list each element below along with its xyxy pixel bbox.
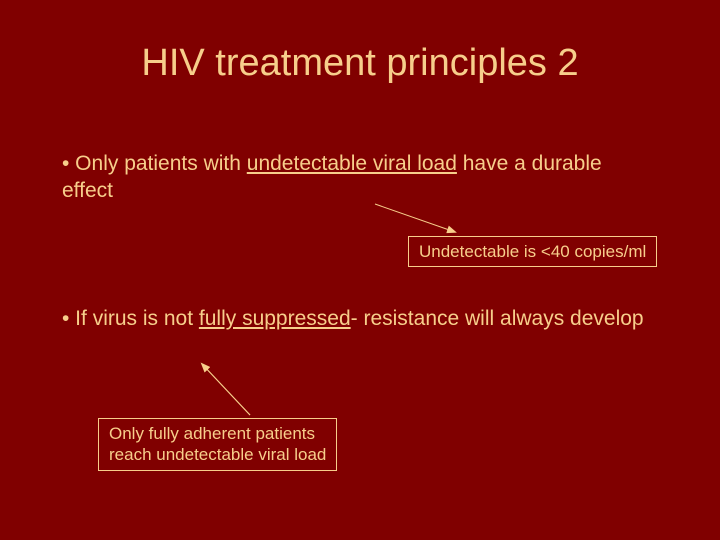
callout2-line2: reach undetectable viral load	[109, 445, 326, 464]
arrow-to-callout1	[375, 204, 455, 232]
bullet2-prefix: • If virus is not	[62, 307, 199, 330]
slide-title: HIV treatment principles 2	[0, 42, 720, 85]
bullet1-underlined: undetectable viral load	[247, 152, 457, 175]
callout-adherent: Only fully adherent patients reach undet…	[98, 418, 337, 471]
arrow-from-callout2	[202, 364, 250, 415]
callout2-line1: Only fully adherent patients	[109, 424, 315, 443]
bullet2-suffix: - resistance will always develop	[351, 307, 644, 330]
bullet2-underlined: fully suppressed	[199, 307, 351, 330]
bullet-1: • Only patients with undetectable viral …	[62, 150, 658, 205]
bullet1-prefix: • Only patients with	[62, 152, 247, 175]
bullet-2: • If virus is not fully suppressed- resi…	[62, 305, 658, 332]
callout-undetectable: Undetectable is <40 copies/ml	[408, 236, 657, 267]
arrow-to-callout2	[202, 364, 250, 415]
